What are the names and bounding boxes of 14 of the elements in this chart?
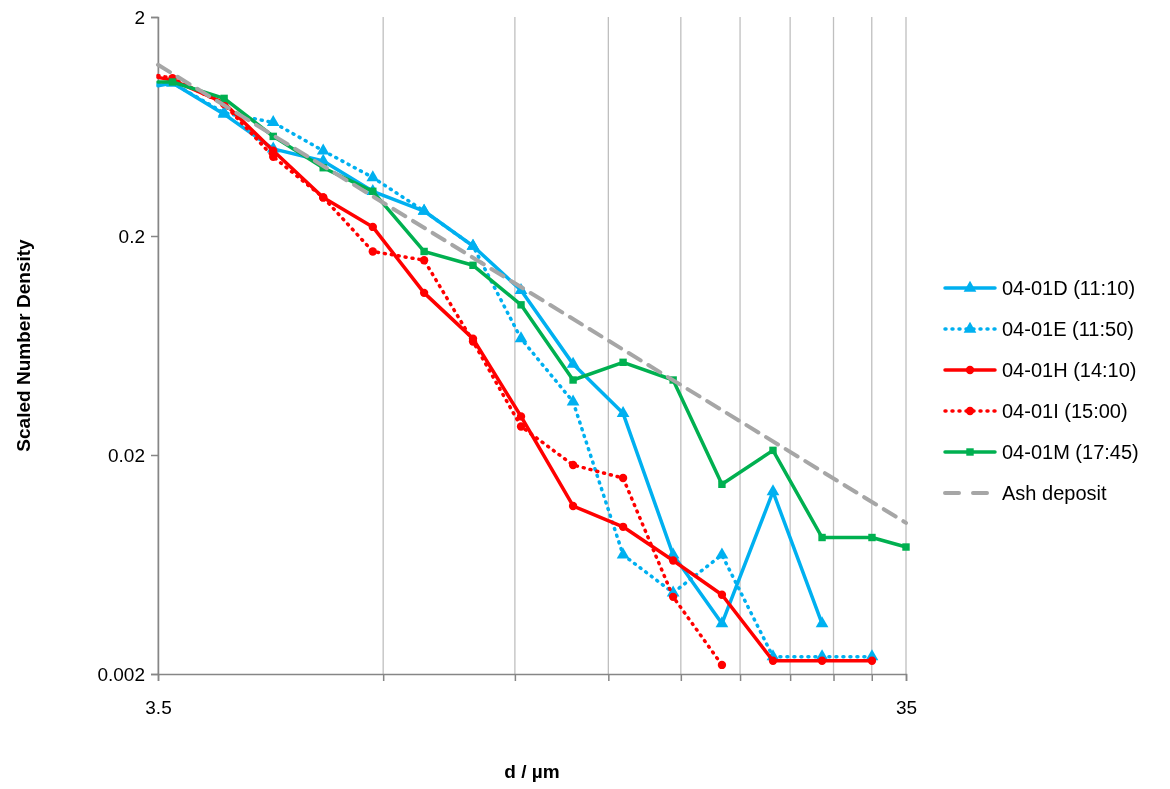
legend-label: Ash deposit (1002, 482, 1107, 504)
y-axis-title: Scaled Number Density (13, 238, 34, 452)
y-tick-label: 0.002 (97, 663, 145, 685)
y-tick-label: 0.2 (118, 225, 145, 247)
legend-label: 04-01M (17:45) (1002, 441, 1139, 463)
x-tick-label: 35 (895, 697, 918, 719)
y-tick-label: 0.02 (108, 444, 145, 466)
legend-label: 04-01H (14:10) (1002, 359, 1137, 381)
legend-label: 04-01D (11:10) (1002, 277, 1136, 299)
x-axis-title: d / µm (504, 761, 560, 782)
x-tick-label: 3.5 (145, 697, 172, 719)
y-tick-label: 2 (134, 6, 145, 28)
legend-label: 04-01I (15:00) (1002, 400, 1128, 422)
legend-label: 04-01E (11:50) (1002, 318, 1134, 340)
